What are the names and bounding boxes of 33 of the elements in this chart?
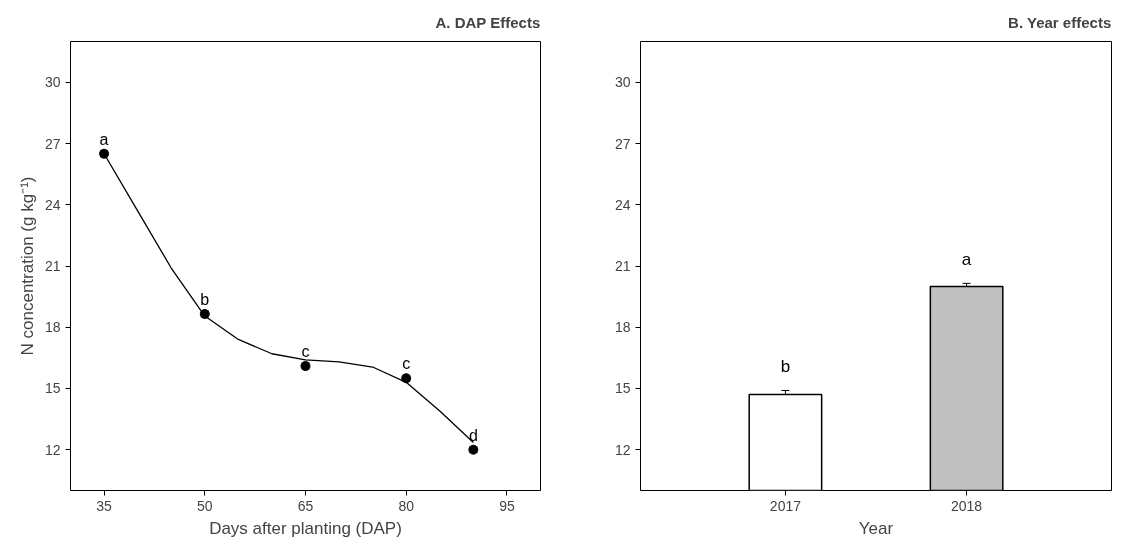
chart-title: A. DAP Effects	[435, 13, 541, 31]
y-tick-label: 18	[614, 319, 631, 336]
x-tick-label: 95	[499, 497, 515, 514]
y-tick-label: 27	[44, 135, 61, 152]
y-tick-label: 18	[44, 319, 61, 336]
annotation: c	[402, 355, 411, 373]
annotation: b	[780, 357, 791, 377]
annotation: c	[301, 342, 310, 360]
y-tick-label: 12	[44, 441, 61, 458]
y-tick-label: 15	[44, 380, 61, 397]
y-tick-label: 30	[614, 74, 631, 91]
annotation: b	[200, 290, 210, 308]
y-tick-label: 30	[44, 74, 61, 91]
x-tick-label: 35	[96, 497, 113, 514]
x-tick-label: 2017	[769, 497, 802, 514]
y-tick-label: 27	[614, 135, 631, 152]
y-tick-label: 24	[44, 196, 61, 213]
y-tick-label: 21	[614, 258, 631, 274]
y-tick-label: 12	[614, 441, 631, 458]
y-tick-label: 15	[614, 380, 631, 397]
y-tick-label: 21	[44, 258, 61, 274]
x-tick-label: 80	[398, 497, 415, 514]
y-axis-title: N concentration (g kg⁻¹)	[17, 176, 37, 356]
annotation: a	[961, 250, 972, 270]
x-axis-title: Year	[858, 518, 894, 538]
x-tick-label: 50	[197, 497, 213, 514]
y-tick-label: 24	[614, 196, 631, 213]
x-tick-label: 2018	[951, 497, 983, 514]
x-tick-label: 65	[297, 497, 314, 514]
chart-title: B. Year effects	[1008, 13, 1112, 31]
annotation: a	[99, 130, 109, 148]
annotation: d	[468, 426, 478, 444]
x-axis-title: Days after planting (DAP)	[209, 518, 402, 538]
